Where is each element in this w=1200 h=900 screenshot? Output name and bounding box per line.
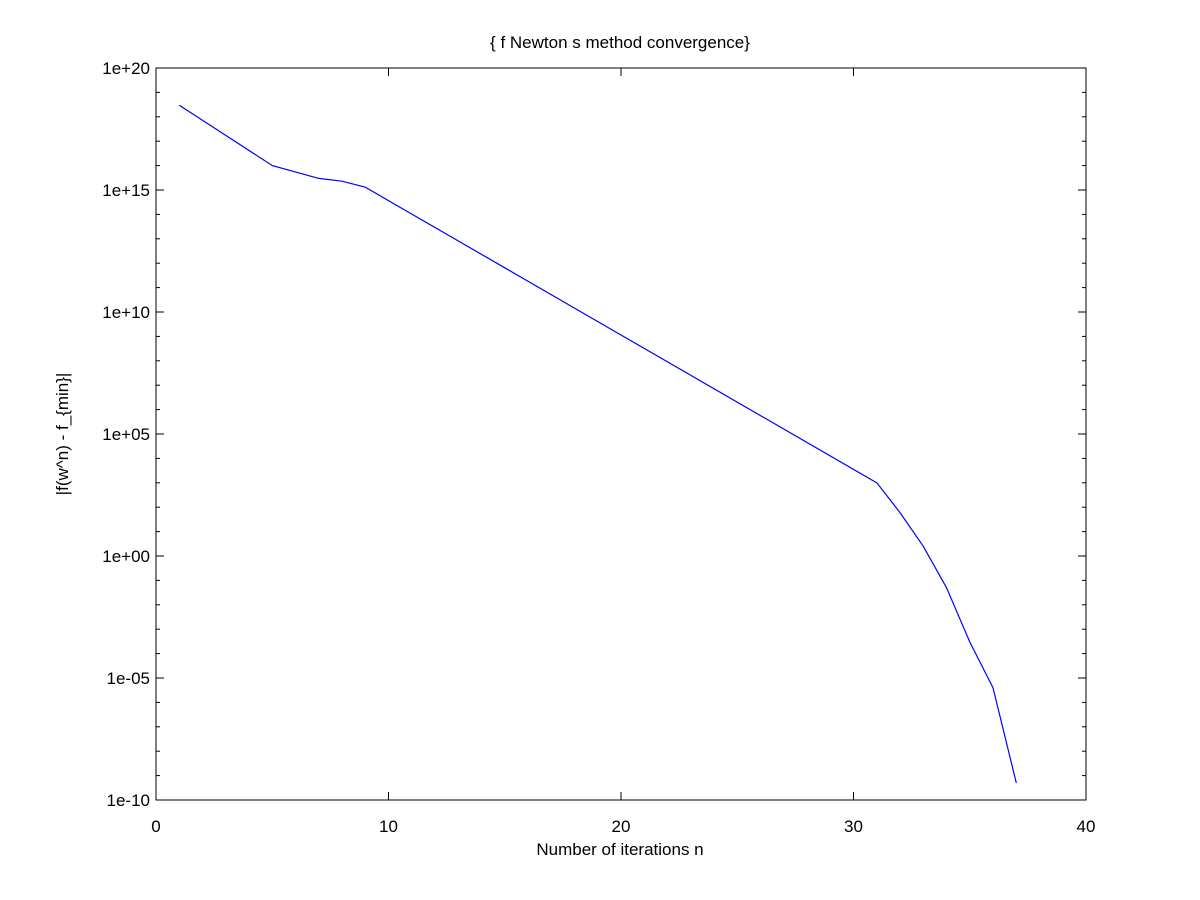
y-tick-label: 1e+20 bbox=[102, 59, 150, 78]
y-tick-label: 1e-10 bbox=[107, 791, 150, 810]
x-tick-label: 40 bbox=[1077, 817, 1096, 836]
y-tick-label: 1e-05 bbox=[107, 669, 150, 688]
y-tick-label: 1e+10 bbox=[102, 303, 150, 322]
plot-area-border bbox=[155, 67, 1087, 801]
y-axis-label: |f(w^n) - f_{min}| bbox=[53, 373, 72, 496]
y-tick-labels: 1e-10 1e-05 1e+00 1e+05 1e+10 1e+15 1e+20 bbox=[102, 59, 150, 810]
y-tick-label: 1e+15 bbox=[102, 181, 150, 200]
y-tick-label: 1e+05 bbox=[102, 425, 150, 444]
x-tick-label: 0 bbox=[151, 817, 160, 836]
x-tick-labels: 0 10 20 30 40 bbox=[151, 817, 1095, 836]
plot-frame bbox=[155, 67, 1087, 801]
y-tick-label: 1e+00 bbox=[102, 547, 150, 566]
x-tick-label: 20 bbox=[612, 817, 631, 836]
x-axis-label: Number of iterations n bbox=[536, 840, 703, 859]
series-line bbox=[178, 104, 1017, 784]
series-group bbox=[178, 104, 1017, 784]
axis-ticks bbox=[155, 67, 1087, 801]
x-tick-label: 30 bbox=[844, 817, 863, 836]
chart-title: { f Newton s method convergence} bbox=[490, 33, 750, 52]
x-tick-label: 10 bbox=[379, 817, 398, 836]
